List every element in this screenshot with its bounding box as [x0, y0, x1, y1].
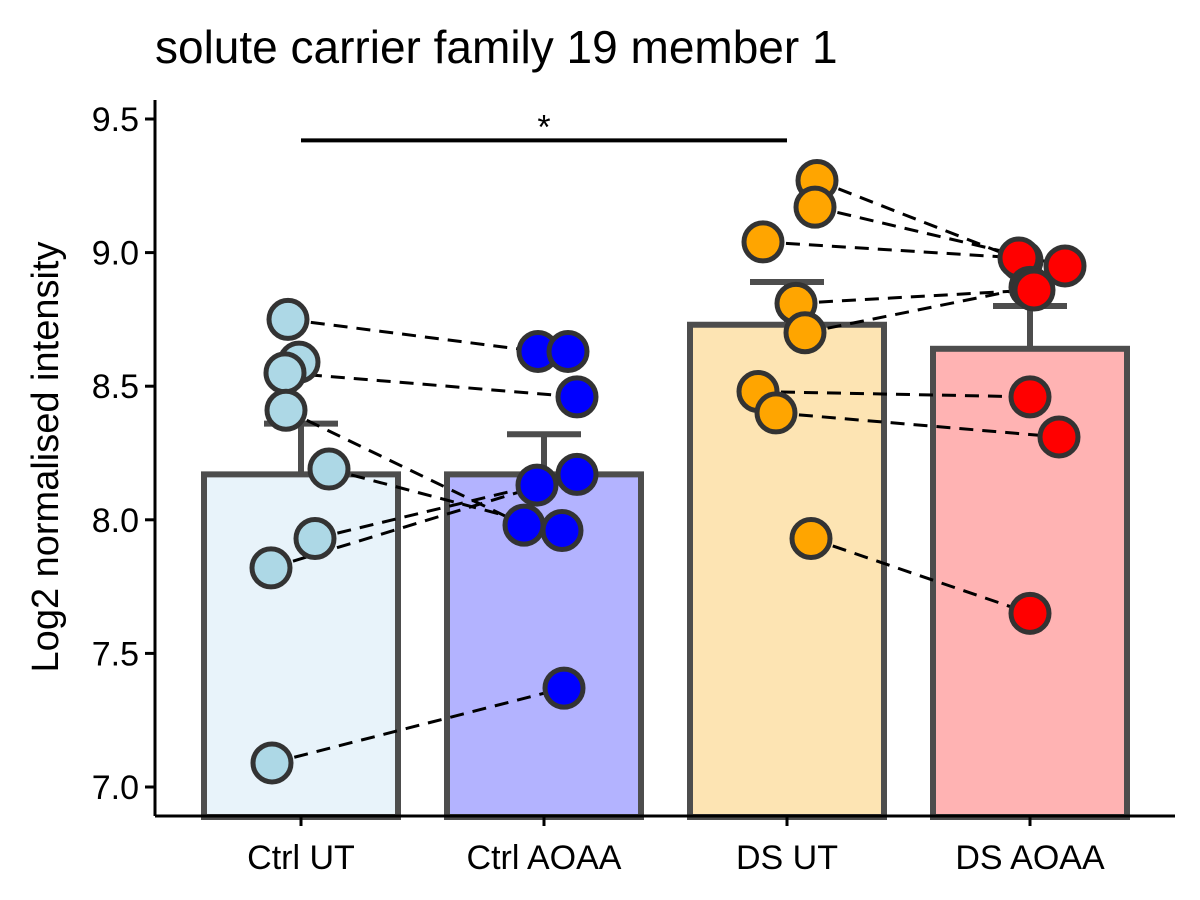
y-tick-label: 9.5 [92, 101, 139, 139]
pair-line [287, 317, 539, 353]
pair-line [762, 240, 1020, 260]
y-tick-label: 8.0 [92, 502, 139, 540]
data-point [249, 546, 293, 590]
x-tick-label: Ctrl UT [247, 839, 355, 877]
data-point [555, 375, 599, 419]
pair-line [328, 467, 563, 532]
data-point [307, 447, 351, 491]
bars-layer [201, 321, 1130, 820]
pair-line [284, 371, 578, 399]
x-tick-label: Ctrl AOAA [467, 839, 622, 877]
data-point [741, 220, 785, 264]
pair-line [314, 483, 538, 540]
data-point [546, 329, 590, 373]
bar-ds-aoaa [930, 345, 1130, 820]
y-tick-label: 8.5 [92, 368, 139, 406]
data-point [789, 517, 833, 561]
data-point [540, 508, 584, 552]
data-point [1043, 244, 1087, 288]
data-point [754, 391, 798, 435]
x-tick-label: DS AOAA [955, 839, 1105, 877]
data-point [266, 297, 310, 341]
chart-title: solute carrier family 19 member 1 [155, 21, 838, 73]
pair-line [810, 537, 1031, 615]
axes-layer: 7.0 7.5 8.0 8.5 9.0 9.5 Ctrl UT Ctrl AOAA DS UT D… [92, 100, 1175, 877]
pair-line [271, 686, 565, 765]
y-tick-label: 7.0 [92, 769, 139, 807]
data-point [542, 666, 586, 710]
pair-line [285, 408, 525, 527]
data-point [515, 463, 559, 507]
data-point [1037, 415, 1081, 459]
data-point [783, 311, 827, 355]
y-tick-label: 7.5 [92, 635, 139, 673]
y-tick-label: 9.0 [92, 235, 139, 273]
points-layer [249, 158, 1087, 785]
data-point [1008, 375, 1052, 419]
data-point [555, 452, 599, 496]
data-point [263, 351, 307, 395]
significance-layer: * [301, 108, 787, 146]
data-point [293, 517, 337, 561]
y-axis-title: Log2 normalised intensity [25, 242, 67, 673]
data-point [793, 185, 837, 229]
data-point [264, 388, 308, 432]
data-point [250, 741, 294, 785]
data-point [1008, 591, 1052, 635]
significance-label: * [537, 108, 550, 146]
data-point [502, 503, 546, 547]
pair-line [775, 411, 1060, 439]
pair-line [804, 285, 1031, 335]
pair-line [795, 288, 1035, 305]
x-tick-label: DS UT [736, 839, 838, 877]
data-point [1012, 268, 1056, 312]
pair-line [816, 179, 1023, 263]
